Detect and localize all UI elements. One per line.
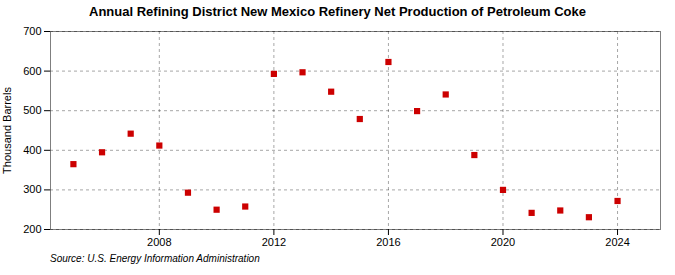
- svg-text:400: 400: [23, 144, 41, 156]
- svg-text:600: 600: [23, 65, 41, 77]
- svg-text:300: 300: [23, 183, 41, 195]
- html-text:Source: U.S. Energy Informatio: Source: U.S. Energy Information Administ…: [50, 253, 260, 264]
- svg-text:2016: 2016: [376, 236, 400, 248]
- svg-text:2008: 2008: [147, 236, 171, 248]
- svg-text:500: 500: [23, 104, 41, 116]
- html-text:Annual Refining District New M: Annual Refining District New Mexico Refi…: [89, 4, 586, 19]
- svg-text:2012: 2012: [262, 236, 286, 248]
- svg-text:2024: 2024: [605, 236, 629, 248]
- svg-text:200: 200: [23, 223, 41, 235]
- svg-text:700: 700: [23, 25, 41, 37]
- svg-text:Thousand Barrels: Thousand Barrels: [1, 87, 13, 174]
- svg-text:2020: 2020: [491, 236, 515, 248]
